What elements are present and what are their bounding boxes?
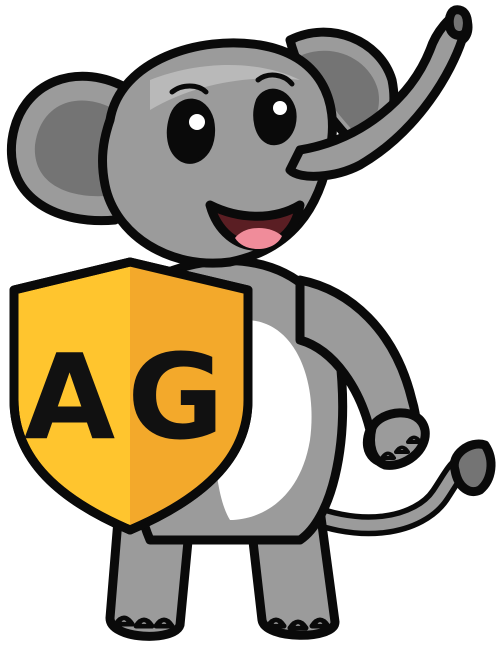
tail-tuft bbox=[449, 439, 496, 497]
tongue bbox=[235, 227, 282, 250]
shield-monogram: AG bbox=[24, 328, 236, 466]
right-hand bbox=[366, 408, 430, 470]
right-eye bbox=[253, 88, 297, 146]
left-eye bbox=[166, 98, 216, 164]
left-leg bbox=[105, 515, 195, 641]
trunk-tip bbox=[444, 5, 472, 40]
shield-icon: AG bbox=[9, 257, 253, 535]
